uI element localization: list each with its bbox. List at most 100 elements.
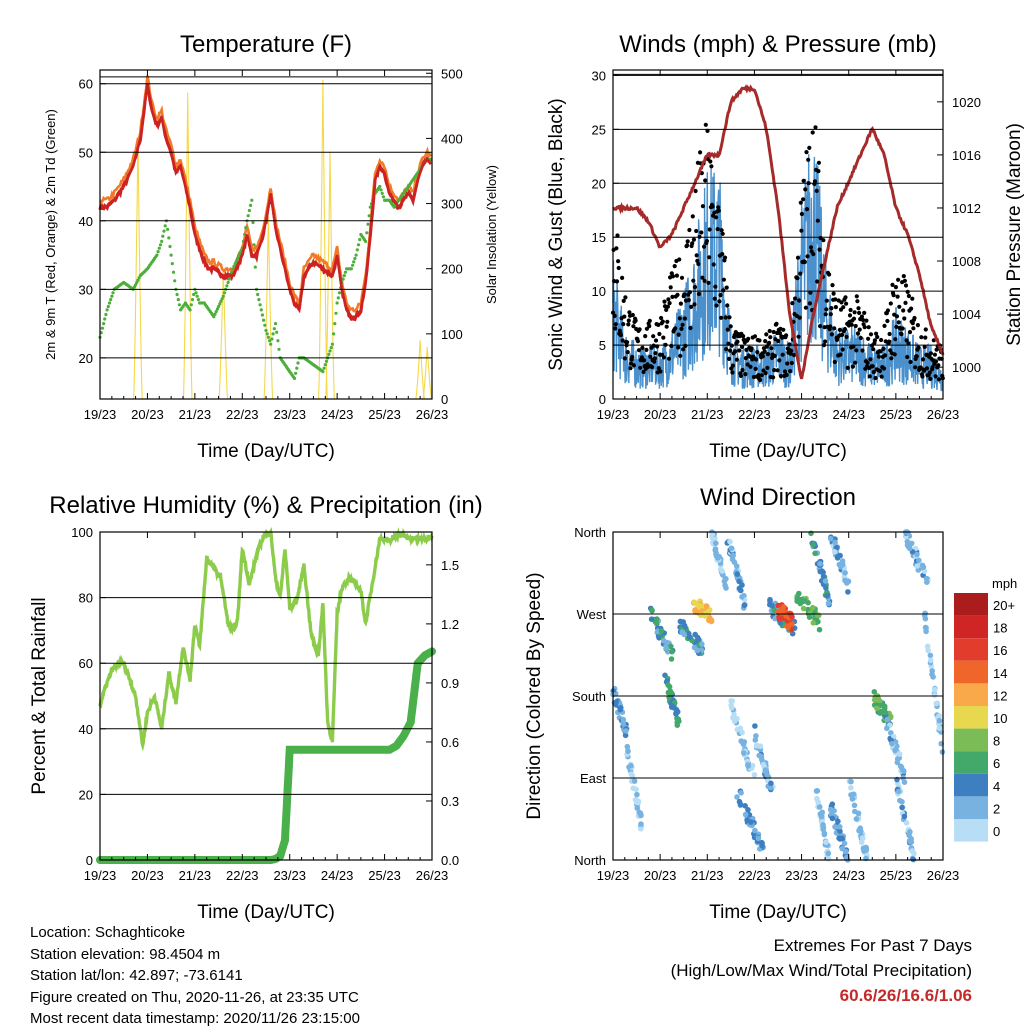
direction-point xyxy=(922,624,929,631)
gust-point xyxy=(720,252,725,257)
direction-point xyxy=(780,604,787,610)
gust-point xyxy=(776,338,781,344)
direction-point xyxy=(756,752,762,759)
direction-point xyxy=(731,711,737,718)
direction-point xyxy=(802,598,808,604)
direction-point xyxy=(818,813,825,820)
direction-point xyxy=(728,545,735,551)
dewpoint-point xyxy=(212,315,216,319)
direction-point xyxy=(932,686,938,693)
gust-point xyxy=(647,324,652,329)
gust-point xyxy=(692,285,698,290)
direction-point xyxy=(901,779,908,785)
direction-point xyxy=(933,700,940,707)
gust-point xyxy=(883,353,888,358)
gust-point xyxy=(844,334,849,339)
direction-point xyxy=(924,643,931,650)
gust-point xyxy=(785,361,790,366)
y2-tick-label: 0.6 xyxy=(441,735,459,750)
gust-point xyxy=(928,351,934,356)
gust-point xyxy=(893,337,898,342)
dewpoint-point xyxy=(104,312,108,317)
gust-point xyxy=(923,335,928,340)
gust-point xyxy=(840,347,845,352)
direction-point xyxy=(730,552,736,559)
dewpoint-point xyxy=(217,304,221,309)
gust-point xyxy=(628,366,633,371)
x-tick-label: 19/23 xyxy=(84,868,117,883)
dewpoint-point xyxy=(327,352,331,356)
gust-point xyxy=(691,237,697,242)
direction-point xyxy=(884,725,890,732)
colorbar-tick-label: 2 xyxy=(993,801,1000,816)
gust-point xyxy=(814,188,819,193)
gust-point xyxy=(678,353,683,358)
direction-point xyxy=(901,813,908,820)
y-tick-label: 15 xyxy=(592,230,606,245)
direction-point xyxy=(849,796,856,802)
gust-point xyxy=(712,296,717,301)
direction-point xyxy=(673,706,680,713)
gust-point xyxy=(725,327,730,332)
direction-point xyxy=(931,692,938,698)
direction-point xyxy=(825,600,832,607)
gust-point xyxy=(852,310,857,315)
gust-point xyxy=(875,334,880,340)
gust-point xyxy=(641,369,646,375)
direction-point xyxy=(809,604,816,611)
direction-point xyxy=(623,728,629,734)
gust-point xyxy=(714,303,719,308)
dewpoint-point xyxy=(166,227,170,231)
gust-point xyxy=(733,349,738,354)
direction-point xyxy=(817,561,823,567)
gust-point xyxy=(763,371,768,376)
dewpoint-point xyxy=(381,195,385,199)
gust-point xyxy=(703,178,708,183)
direction-point xyxy=(842,570,848,576)
dewpoint-point xyxy=(336,296,340,300)
direction-point xyxy=(673,711,679,717)
direction-point xyxy=(668,656,675,662)
dewpoint-point xyxy=(335,301,339,305)
gust-point xyxy=(678,301,684,306)
direction-point xyxy=(907,829,913,835)
gust-point xyxy=(854,348,859,353)
gust-point xyxy=(702,244,707,249)
dewpoint-point xyxy=(292,376,297,380)
dewpoint-point xyxy=(244,226,248,230)
gust-point xyxy=(877,368,883,374)
dewpoint-point xyxy=(352,260,356,264)
extremes-title: Extremes For Past 7 Days xyxy=(773,936,972,955)
direction-point xyxy=(777,614,783,621)
y-tick-label: 30 xyxy=(79,282,93,297)
gust-point xyxy=(670,294,675,299)
dewpoint-point xyxy=(295,366,299,370)
direction-point xyxy=(755,835,762,842)
colorbar-tick-label: 0 xyxy=(993,824,1000,839)
gust-point xyxy=(713,284,718,289)
x-tick-label: 25/23 xyxy=(368,868,401,883)
colorbar-swatch xyxy=(954,751,988,774)
gust-point xyxy=(916,345,921,350)
gust-point xyxy=(787,342,792,347)
gust-point xyxy=(728,324,733,329)
dewpoint-point xyxy=(329,346,333,350)
colorbar-tick-label: 14 xyxy=(993,666,1007,681)
gust-point xyxy=(858,335,863,341)
direction-point xyxy=(752,723,758,729)
direction-point xyxy=(834,555,841,561)
direction-point xyxy=(631,778,638,784)
gust-point xyxy=(881,346,886,351)
gust-point xyxy=(769,346,774,351)
x-tick-label: 26/23 xyxy=(927,407,960,422)
gust-point xyxy=(849,322,854,327)
direction-point xyxy=(923,575,930,582)
y2-tick-label: 1004 xyxy=(952,307,981,322)
gust-point xyxy=(808,245,814,250)
gust-point xyxy=(694,228,699,234)
y2-tick-label: 1000 xyxy=(952,360,981,375)
solar-insolation-line xyxy=(318,79,328,400)
direction-point xyxy=(699,641,705,647)
gust-point xyxy=(653,351,658,356)
gust-point xyxy=(661,355,667,360)
